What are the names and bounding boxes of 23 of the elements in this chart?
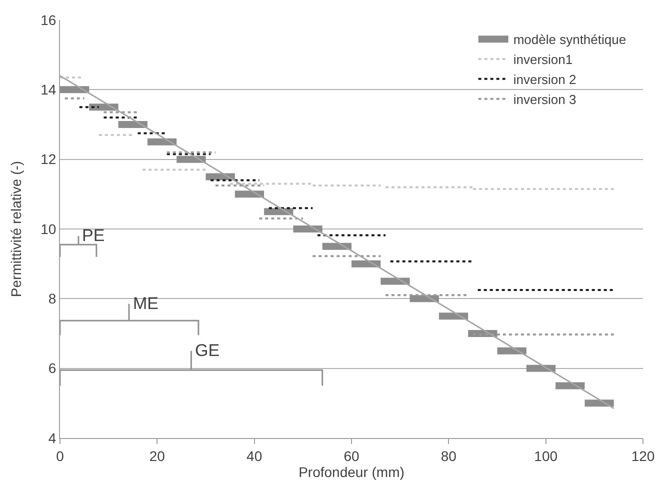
- y-tick-label: 6: [48, 360, 56, 376]
- x-tick-label: 120: [631, 448, 655, 464]
- annotation: GE: [195, 341, 220, 360]
- x-tick-label: 100: [534, 448, 558, 464]
- x-tick-label: 40: [246, 448, 262, 464]
- x-tick-label: 60: [344, 448, 360, 464]
- y-tick-label: 14: [40, 82, 56, 98]
- legend-label: inversion 2: [513, 72, 576, 87]
- y-tick-label: 8: [48, 290, 56, 307]
- y-tick-label: 10: [40, 220, 56, 237]
- y-tick-label: 4: [48, 430, 56, 446]
- x-tick-label: 0: [56, 448, 64, 464]
- x-tick-label: 20: [149, 448, 166, 464]
- x-axis-title: Profondeur (mm): [298, 464, 404, 480]
- x-tick-label: 80: [440, 448, 457, 464]
- y-tick-label: 16: [40, 12, 56, 28]
- annotation: ME: [133, 294, 158, 313]
- annotation: PE: [82, 226, 105, 245]
- legend-label: inversion1: [513, 52, 573, 68]
- legend-label: modèle synthétique: [513, 32, 626, 48]
- y-tick-label: 12: [40, 151, 56, 168]
- legend-label: inversion 3: [513, 92, 576, 107]
- y-axis-title: Permittivité relative (-): [8, 160, 24, 298]
